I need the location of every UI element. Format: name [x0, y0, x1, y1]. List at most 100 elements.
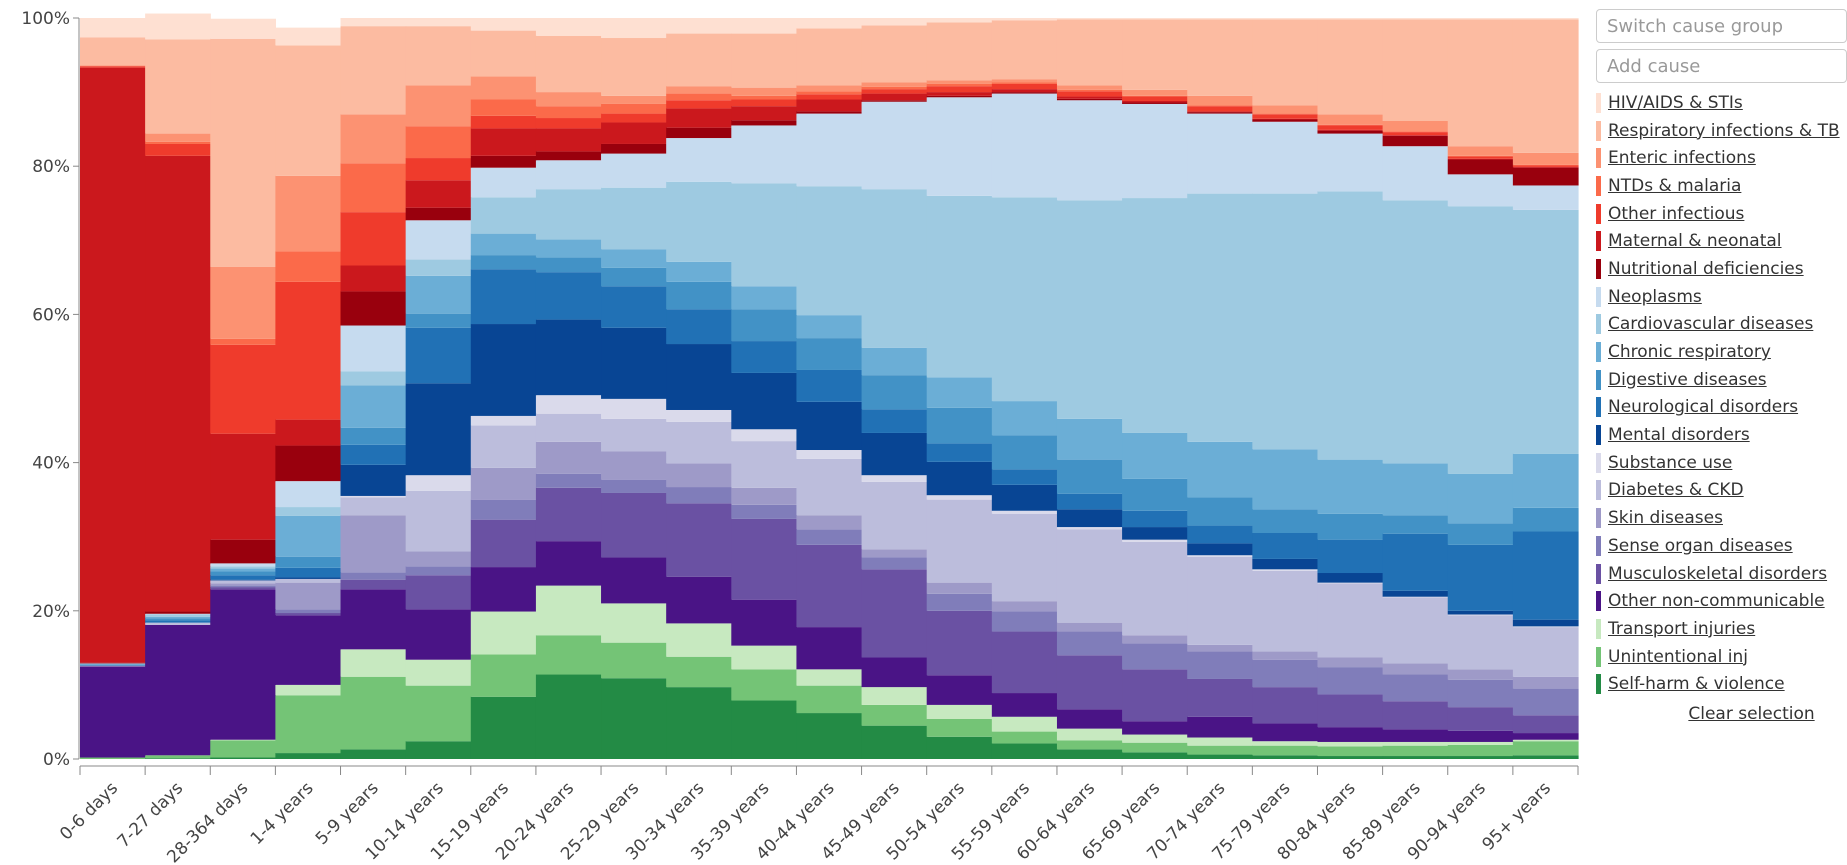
legend: HIV/AIDS & STIs Respiratory infections & …	[1596, 89, 1847, 698]
legend-item[interactable]: Self-harm & violence	[1596, 670, 1847, 698]
area-step	[1122, 734, 1188, 743]
legend-item[interactable]: Maternal & neonatal	[1596, 227, 1847, 255]
area-step	[80, 67, 146, 663]
area-step	[1447, 544, 1514, 611]
area-step	[861, 18, 928, 26]
area-step	[340, 427, 407, 445]
legend-label[interactable]: Other non-communicable	[1608, 591, 1825, 612]
legend-item[interactable]: Musculoskeletal disorders	[1596, 560, 1847, 588]
clear-button[interactable]: Clear selection	[1688, 704, 1815, 725]
area-step	[1447, 614, 1514, 616]
add-input[interactable]: Add cause	[1596, 49, 1847, 83]
legend-label[interactable]: Cardiovascular diseases	[1608, 314, 1814, 335]
area-step	[340, 649, 407, 677]
legend-label[interactable]: Skin diseases	[1608, 508, 1723, 529]
area-step	[535, 92, 602, 107]
area-step	[145, 141, 211, 144]
area-step	[1512, 152, 1579, 165]
area-step	[470, 654, 537, 697]
area-step	[470, 18, 537, 31]
area-step	[861, 375, 928, 410]
area-step	[1056, 622, 1123, 632]
area-step	[1122, 432, 1188, 479]
area-step	[470, 269, 537, 325]
area-step	[1122, 742, 1188, 753]
area-step	[861, 25, 928, 83]
area-step	[405, 275, 472, 314]
legend-label[interactable]: Self-harm & violence	[1608, 674, 1785, 695]
legend-label[interactable]: Diabetes & CKD	[1608, 480, 1744, 501]
area-step	[1447, 615, 1514, 670]
switch-input[interactable]: Switch cause group	[1596, 9, 1847, 43]
area-step	[991, 469, 1058, 485]
legend-label[interactable]: Maternal & neonatal	[1608, 231, 1782, 252]
legend-label[interactable]: Transport injuries	[1608, 618, 1756, 639]
area-step	[275, 481, 342, 508]
legend-item[interactable]: Sense organ diseases	[1596, 532, 1847, 560]
legend-item[interactable]: HIV/AIDS & STIs	[1596, 89, 1847, 117]
legend-label[interactable]: Mental disorders	[1608, 425, 1750, 446]
legend-label[interactable]: Chronic respiratory	[1608, 342, 1771, 363]
legend-item[interactable]: Mental disorders	[1596, 421, 1847, 449]
legend-item[interactable]: Respiratory infections & TB	[1596, 117, 1847, 145]
area-step	[1056, 509, 1123, 528]
area-step	[145, 616, 211, 619]
area-step	[861, 101, 928, 190]
legend-label[interactable]: Nutritional deficiencies	[1608, 258, 1804, 279]
area-step	[405, 207, 472, 221]
area-step	[1252, 745, 1319, 756]
legend-item[interactable]: Neurological disorders	[1596, 394, 1847, 422]
legend-item[interactable]: Digestive diseases	[1596, 366, 1847, 394]
area-step	[1122, 102, 1188, 104]
legend-label[interactable]: Digestive diseases	[1608, 369, 1767, 390]
legend-label[interactable]: Unintentional inj	[1608, 646, 1748, 667]
area-step	[926, 593, 993, 611]
legend-label[interactable]: Neoplasms	[1608, 286, 1702, 307]
legend-label[interactable]: Musculoskeletal disorders	[1608, 563, 1828, 584]
area-step	[275, 615, 342, 685]
legend-label[interactable]: Other infectious	[1608, 203, 1745, 224]
area-step	[796, 186, 863, 316]
area-step	[470, 696, 537, 759]
area-step	[666, 344, 732, 410]
legend-item[interactable]: Enteric infections	[1596, 144, 1847, 172]
area-step	[1382, 674, 1449, 702]
area-step	[731, 372, 798, 430]
area-step	[1382, 729, 1449, 742]
area-step	[601, 398, 667, 419]
legend-label[interactable]: Sense organ diseases	[1608, 535, 1793, 556]
legend-item[interactable]: Other non-communicable	[1596, 587, 1847, 615]
x-tick-label: 95+ years	[1479, 778, 1556, 855]
legend-label[interactable]: Respiratory infections & TB	[1608, 120, 1840, 141]
legend-item[interactable]: Nutritional deficiencies	[1596, 255, 1847, 283]
legend-item[interactable]: Cardiovascular diseases	[1596, 311, 1847, 339]
area-step	[1122, 18, 1188, 20]
legend-item[interactable]: Chronic respiratory	[1596, 338, 1847, 366]
legend-label[interactable]: NTDs & malaria	[1608, 175, 1742, 196]
legend-item[interactable]: Transport injuries	[1596, 615, 1847, 643]
area-step	[1317, 727, 1384, 742]
area-step	[601, 113, 667, 123]
legend-label[interactable]: Neurological disorders	[1608, 397, 1799, 418]
area-step	[470, 255, 537, 270]
area-step	[991, 82, 1058, 84]
legend-item[interactable]: Substance use	[1596, 449, 1847, 477]
legend-label[interactable]: Enteric infections	[1608, 148, 1756, 169]
area-step	[1512, 626, 1579, 628]
legend-item[interactable]: Unintentional inj	[1596, 643, 1847, 671]
area-step	[470, 115, 537, 129]
legend-item[interactable]: NTDs & malaria	[1596, 172, 1847, 200]
area-step	[470, 425, 537, 468]
area-step	[1252, 119, 1319, 122]
area-step	[1317, 583, 1384, 658]
legend-label[interactable]: HIV/AIDS & STIs	[1608, 92, 1743, 113]
area-step	[796, 401, 863, 451]
area-step	[796, 94, 863, 100]
legend-item[interactable]: Skin diseases	[1596, 504, 1847, 532]
legend-label[interactable]: Substance use	[1608, 452, 1733, 473]
area-step	[275, 175, 342, 252]
legend-item[interactable]: Other infectious	[1596, 200, 1847, 228]
legend-item[interactable]: Diabetes & CKD	[1596, 477, 1847, 505]
legend-item[interactable]: Neoplasms	[1596, 283, 1847, 311]
legend-swatch	[1596, 286, 1601, 307]
